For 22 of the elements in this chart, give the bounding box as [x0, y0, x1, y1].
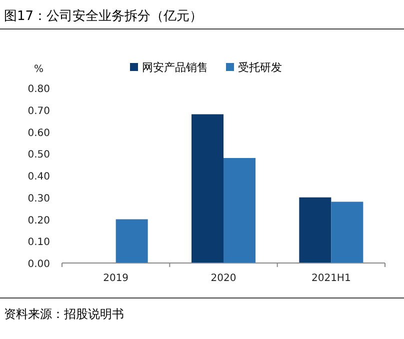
- y-tick-label: 0.00: [28, 259, 50, 270]
- y-tick-label: 0.40: [28, 172, 50, 182]
- legend-label: 网安产品销售: [142, 61, 208, 74]
- y-tick-label: 0.20: [28, 215, 50, 226]
- chart-title: 图17：公司安全业务拆分（亿元）: [4, 8, 203, 24]
- bar: [299, 197, 332, 263]
- text: 资料来源：招股说明书: [4, 307, 124, 321]
- legend-label: 受托研发: [238, 61, 282, 74]
- y-axis-title: %: [34, 64, 44, 75]
- y-tick-label: 0.50: [28, 150, 50, 161]
- x-tick-label: 2020: [210, 273, 236, 284]
- y-tick-label: 0.80: [28, 84, 50, 95]
- y-tick-label: 0.10: [28, 237, 50, 248]
- y-tick-label: 0.30: [28, 193, 50, 204]
- y-tick-label: 0.60: [28, 128, 50, 139]
- bar: [224, 158, 256, 263]
- bar: [192, 114, 224, 263]
- y-tick-label: 0.70: [28, 106, 50, 117]
- x-tick-label: 2021H1: [311, 273, 351, 284]
- bar: [331, 202, 364, 263]
- x-tick-label: 2019: [103, 273, 129, 284]
- bar: [116, 219, 148, 263]
